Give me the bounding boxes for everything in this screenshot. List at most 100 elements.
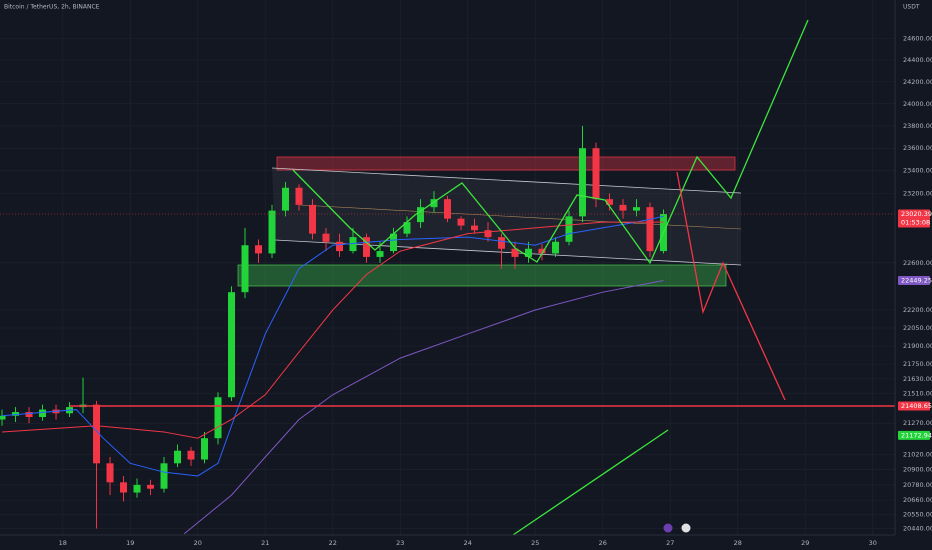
price-label: 23020.39: [901, 210, 932, 218]
moving-average: [1, 221, 664, 439]
bear-projection: [676, 171, 786, 401]
candle-body: [295, 187, 303, 205]
y-tick-label: 20900.00: [903, 466, 932, 474]
candle-body: [187, 450, 195, 460]
y-tick-label: 22200.00: [903, 306, 932, 314]
candle-body: [106, 463, 114, 483]
y-tick-label: 22050.00: [903, 324, 932, 332]
y-tick-label: 20550.00: [903, 510, 932, 518]
plot: [0, 125, 895, 535]
candle-body: [174, 450, 182, 464]
price-axis: [895, 0, 932, 550]
candle-body: [551, 241, 559, 254]
candle-body: [484, 230, 492, 238]
candle-body: [349, 237, 357, 252]
trend-line: [512, 429, 669, 536]
y-tick-label: 20660.00: [903, 496, 932, 504]
price-label: 21172.94: [901, 431, 932, 439]
x-tick-label: 28: [734, 539, 742, 547]
price-label-box: [898, 209, 930, 228]
candle-body: [160, 463, 168, 489]
candle-body: [444, 199, 451, 219]
y-tick-label: 24200.00: [903, 78, 932, 86]
candle-body: [268, 210, 276, 254]
price-label-box: [898, 401, 930, 411]
y-tick-label: 23400.00: [903, 167, 932, 175]
candle-body: [497, 237, 505, 249]
candle-body: [524, 248, 532, 257]
y-tick-label: 21270.00: [903, 419, 932, 427]
candle-body: [0, 415, 6, 420]
x-tick-label: 27: [666, 539, 674, 547]
y-tick-label: 21900.00: [903, 342, 932, 350]
candle-body: [430, 199, 438, 208]
moving-average: [183, 279, 664, 535]
price-label: 21408.65: [901, 402, 932, 410]
y-tick-label: 24400.00: [903, 56, 932, 64]
y-tick-label: 20780.00: [903, 481, 932, 489]
candle-body: [390, 233, 398, 252]
candle-body: [363, 237, 371, 257]
x-tick-label: 25: [531, 539, 539, 547]
x-tick-label: 29: [801, 539, 809, 547]
y-tick-label: 23600.00: [903, 144, 932, 152]
candle-body: [646, 207, 654, 252]
candle-body: [403, 222, 411, 234]
candle-body: [93, 404, 101, 464]
candle-body: [578, 148, 586, 217]
candle-body: [538, 248, 546, 254]
y-tick-label: 24600.00: [903, 34, 932, 42]
y-tick-label: 23200.00: [903, 189, 932, 197]
candle-body: [605, 199, 613, 205]
candle-body: [565, 216, 573, 242]
candle-body: [417, 207, 425, 223]
candle-body: [228, 292, 236, 398]
grid: [0, 0, 895, 535]
candle-body: [120, 482, 128, 493]
candle-body: [336, 241, 344, 252]
candle-body: [511, 248, 519, 257]
y-tick-label: 22600.00: [903, 259, 932, 267]
candle-body: [309, 204, 317, 234]
x-tick-label: 23: [396, 539, 404, 547]
y-tick-label: 21750.00: [903, 360, 932, 368]
event-icon[interactable]: [681, 523, 691, 533]
y-tick-label: 23800.00: [903, 122, 932, 130]
axes: 24600.00 24400.00 24200.00 24000.00 23800.00…: [59, 34, 932, 547]
price-label-box: [898, 430, 930, 440]
y-tick-label: 21510.00: [903, 390, 932, 398]
candle-body: [632, 207, 640, 211]
candle-body: [619, 204, 627, 211]
axis-unit: USDT: [903, 4, 920, 11]
y-tick-label: 24000.00: [903, 100, 932, 108]
candle-body: [241, 245, 249, 293]
countdown: 01:53:08: [901, 219, 930, 227]
candle-body: [255, 245, 263, 254]
y-tick-label: 21020.00: [903, 450, 932, 458]
candle-body: [322, 233, 330, 242]
price-label: 22449.25: [901, 276, 932, 284]
event-icon[interactable]: [663, 523, 673, 533]
resistance-zone: [276, 156, 736, 171]
price-label-box: [898, 275, 930, 285]
y-tick-label: 20440.00: [903, 525, 932, 533]
x-tick-label: 18: [59, 539, 67, 547]
x-tick-label: 24: [464, 539, 472, 547]
candle-body: [376, 251, 384, 257]
candle-body: [592, 148, 600, 200]
candle-body: [39, 409, 47, 418]
projection-zigzag: [292, 19, 809, 265]
candle-body: [470, 225, 478, 231]
candle-body: [25, 412, 33, 418]
candle-body: [147, 484, 155, 489]
x-tick-label: 21: [261, 539, 269, 547]
x-tick-label: 26: [599, 539, 607, 547]
projections: [292, 19, 809, 536]
chart-title: Bitcoin / TetherUS, 2h, BINANCE: [4, 4, 100, 11]
x-tick-label: 20: [194, 539, 202, 547]
y-tick-label: 21630.00: [903, 375, 932, 383]
candle-body: [214, 397, 222, 439]
candle-body: [133, 484, 141, 493]
candle-body: [12, 412, 20, 416]
